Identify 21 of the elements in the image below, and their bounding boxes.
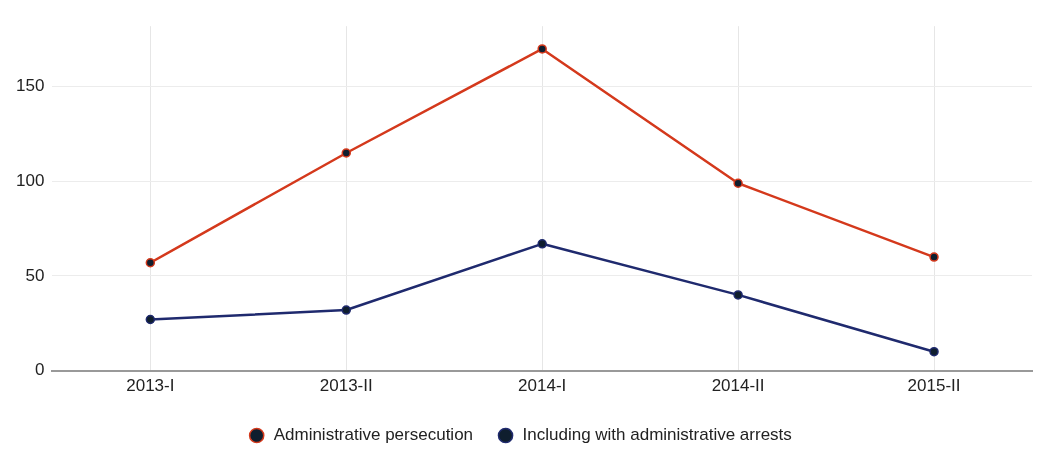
x-tick-label: 2013-II bbox=[319, 376, 373, 396]
x-tick-label: 2013-I bbox=[126, 376, 175, 396]
point bbox=[341, 305, 352, 315]
point bbox=[929, 346, 939, 357]
legend-label: Administrative persecution bbox=[273, 425, 474, 445]
point bbox=[341, 148, 352, 158]
y-tick-label: 0 bbox=[34, 360, 45, 380]
x-tick-label: 2014-I bbox=[518, 376, 567, 396]
y-tick-label: 150 bbox=[15, 76, 45, 96]
point bbox=[145, 257, 156, 268]
point bbox=[145, 314, 156, 325]
point bbox=[537, 239, 547, 249]
point bbox=[733, 178, 743, 189]
x-tick-label: 2014-II bbox=[711, 376, 765, 396]
y-tick-label: 100 bbox=[15, 171, 45, 191]
legend-label: Including with administrative arrests bbox=[522, 425, 792, 445]
point bbox=[537, 44, 547, 54]
point bbox=[733, 290, 743, 300]
y-tick-label: 50 bbox=[25, 265, 45, 285]
point bbox=[929, 252, 939, 262]
x-tick-label: 2015-II bbox=[907, 376, 961, 396]
